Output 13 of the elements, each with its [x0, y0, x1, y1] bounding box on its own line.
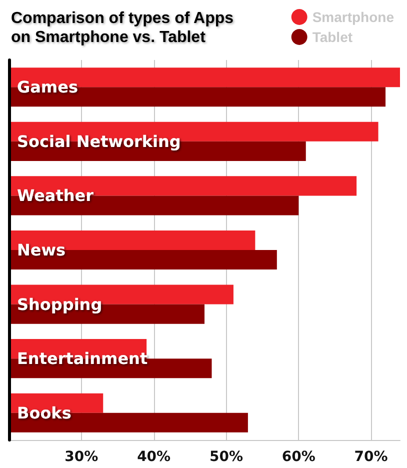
y-tick-label: Games — [17, 78, 78, 97]
y-tick-label: Shopping — [17, 294, 102, 314]
x-tick-label: 30% — [64, 449, 98, 465]
x-tick-label: 70% — [354, 449, 388, 465]
y-tick-label: News — [17, 240, 66, 260]
x-tick-label: 40% — [137, 449, 171, 465]
x-tick-label: 50% — [209, 449, 243, 465]
y-tick-label: Social Networking — [17, 132, 181, 151]
y-tick-label: Entertainment — [17, 349, 148, 368]
y-tick-label: Books — [17, 403, 72, 422]
y-tick-label: Weather — [17, 186, 94, 206]
x-tick-label: 60% — [282, 449, 316, 465]
chart-title: Comparison of types of Apps on Smartphone vs. Tablet — [11, 10, 234, 46]
